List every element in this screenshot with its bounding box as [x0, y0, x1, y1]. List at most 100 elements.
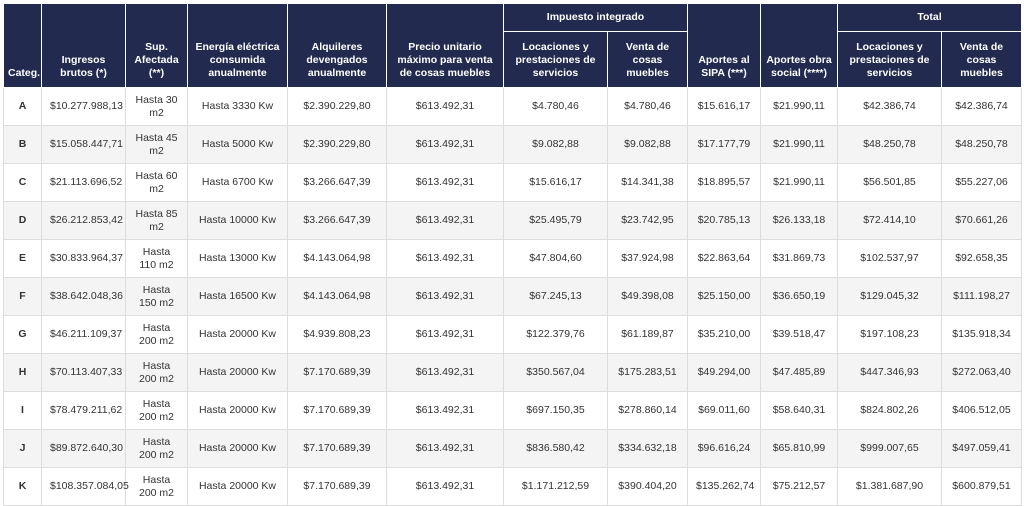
table-cell: $697.150,35 — [503, 391, 608, 430]
table-cell: $22.863,64 — [687, 239, 761, 278]
table-cell: $70.113.407,33 — [41, 353, 126, 392]
table-cell: $836.580,42 — [503, 429, 608, 468]
table-cell: $7.170.689,39 — [287, 391, 387, 430]
table-cell: $26.212.853,42 — [41, 201, 126, 240]
table-cell: $390.404,20 — [607, 467, 688, 506]
category-cell: G — [3, 315, 42, 354]
table-cell: $35.210,00 — [687, 315, 761, 354]
table-cell: $4.939.808,23 — [287, 315, 387, 354]
table-cell: $135.262,74 — [687, 467, 761, 506]
table-header: Categ. Ingresos brutos (*) Sup. Afectada (… — [3, 3, 1022, 88]
table-cell: $613.492,31 — [386, 467, 504, 506]
column-header: Venta de cosas muebles — [941, 31, 1022, 88]
table-cell: $21.990,11 — [760, 87, 838, 126]
table-cell: $3.266.647,39 — [287, 163, 387, 202]
table-cell: $613.492,31 — [386, 239, 504, 278]
table-cell: $613.492,31 — [386, 277, 504, 316]
table-row: D $26.212.853,42 Hasta 85 m2 Hasta 10000 Kw… — [3, 201, 1022, 240]
table-row: A $10.277.988,13 Hasta 30 m2 Hasta 3330 Kw $… — [3, 87, 1022, 126]
table-cell: Hasta 200 m2 — [125, 353, 188, 392]
table-cell: $46.211.109,37 — [41, 315, 126, 354]
table-cell: Hasta 20000 Kw — [187, 467, 288, 506]
table-cell: Hasta 3330 Kw — [187, 87, 288, 126]
table-cell: $39.518,47 — [760, 315, 838, 354]
table-cell: Hasta 200 m2 — [125, 467, 188, 506]
table-cell: $613.492,31 — [386, 125, 504, 164]
table-row: G $46.211.109,37 Hasta 200 m2 Hasta 20000 K… — [3, 315, 1022, 354]
table-cell: $75.212,57 — [760, 467, 838, 506]
table-row: F $38.642.048,36 Hasta 150 m2 Hasta 16500 K… — [3, 277, 1022, 316]
table-cell: $1.381.687,90 — [837, 467, 942, 506]
table-cell: $9.082,88 — [503, 125, 608, 164]
table-cell: $56.501,85 — [837, 163, 942, 202]
table-cell: Hasta 45 m2 — [125, 125, 188, 164]
table-cell: $67.245,13 — [503, 277, 608, 316]
table-cell: Hasta 200 m2 — [125, 429, 188, 468]
table-cell: $272.063,40 — [941, 353, 1022, 392]
table-cell: $42.386,74 — [837, 87, 942, 126]
table-cell: $613.492,31 — [386, 391, 504, 430]
table-cell: $600.879,51 — [941, 467, 1022, 506]
table-cell: Hasta 13000 Kw — [187, 239, 288, 278]
table-cell: $135.918,34 — [941, 315, 1022, 354]
table-cell: $96.616,24 — [687, 429, 761, 468]
table-cell: $42.386,74 — [941, 87, 1022, 126]
column-header: Locaciones y prestaciones de servicios — [837, 31, 942, 88]
table-cell: $20.785,13 — [687, 201, 761, 240]
table-cell: $70.661,26 — [941, 201, 1022, 240]
table-cell: $7.170.689,39 — [287, 429, 387, 468]
category-cell: D — [3, 201, 42, 240]
table-cell: Hasta 5000 Kw — [187, 125, 288, 164]
table-cell: $7.170.689,39 — [287, 467, 387, 506]
table-cell: $111.198,27 — [941, 277, 1022, 316]
table-cell: $613.492,31 — [386, 87, 504, 126]
table-cell: $48.250,78 — [941, 125, 1022, 164]
table-row: K $108.357.084,05 Hasta 200 m2 Hasta 20000 … — [3, 467, 1022, 506]
table-cell: $58.640,31 — [760, 391, 838, 430]
table-cell: $31.869,73 — [760, 239, 838, 278]
column-header: Categ. — [3, 3, 42, 88]
table-cell: $613.492,31 — [386, 201, 504, 240]
column-header: Energía eléctrica consumida anualmente — [187, 3, 288, 88]
table-cell: $14.341,38 — [607, 163, 688, 202]
table-row: C $21.113.696,52 Hasta 60 m2 Hasta 6700 Kw $… — [3, 163, 1022, 202]
table-cell: $49.294,00 — [687, 353, 761, 392]
table-cell: $9.082,88 — [607, 125, 688, 164]
table-cell: $89.872.640,30 — [41, 429, 126, 468]
table-cell: $72.414,10 — [837, 201, 942, 240]
table-cell: Hasta 150 m2 — [125, 277, 188, 316]
column-header: Sup. Afectada (**) — [125, 3, 188, 88]
table-row: E $30.833.964,37 Hasta 110 m2 Hasta 13000 K… — [3, 239, 1022, 278]
table-cell: $497.059,41 — [941, 429, 1022, 468]
column-header: Alquileres devengados anualmente — [287, 3, 387, 88]
table-cell: Hasta 200 m2 — [125, 391, 188, 430]
category-cell: B — [3, 125, 42, 164]
table-cell: $37.924,98 — [607, 239, 688, 278]
column-group-header: Total — [837, 3, 1022, 32]
category-cell: A — [3, 87, 42, 126]
table-cell: $49.398,08 — [607, 277, 688, 316]
table-cell: $350.567,04 — [503, 353, 608, 392]
header-row: Categ. Ingresos brutos (*) Sup. Afectada (… — [3, 3, 1022, 88]
table-cell: $38.642.048,36 — [41, 277, 126, 316]
table-cell: $47.804,60 — [503, 239, 608, 278]
category-cell: H — [3, 353, 42, 392]
table-cell: Hasta 60 m2 — [125, 163, 188, 202]
table-row: J $89.872.640,30 Hasta 200 m2 Hasta 20000 K… — [3, 429, 1022, 468]
table-cell: $197.108,23 — [837, 315, 942, 354]
column-header: Precio unitario máximo para venta de cos… — [386, 3, 504, 88]
table-cell: $122.379,76 — [503, 315, 608, 354]
table-cell: $25.495,79 — [503, 201, 608, 240]
table-row: B $15.058.447,71 Hasta 45 m2 Hasta 5000 Kw $… — [3, 125, 1022, 164]
table-cell: $1.171.212,59 — [503, 467, 608, 506]
table-cell: $69.011,60 — [687, 391, 761, 430]
table-cell: $2.390.229,80 — [287, 125, 387, 164]
header-row: Locaciones y prestaciones de servicios Ve… — [4, 31, 1022, 88]
table-cell: Hasta 30 m2 — [125, 87, 188, 126]
table-cell: $61.189,87 — [607, 315, 688, 354]
table-cell: $55.227,06 — [941, 163, 1022, 202]
table-cell: $17.177,79 — [687, 125, 761, 164]
column-header: Aportes al SIPA (***) — [687, 3, 761, 88]
table-row: H $70.113.407,33 Hasta 200 m2 Hasta 20000 K… — [3, 353, 1022, 392]
category-cell: I — [3, 391, 42, 430]
